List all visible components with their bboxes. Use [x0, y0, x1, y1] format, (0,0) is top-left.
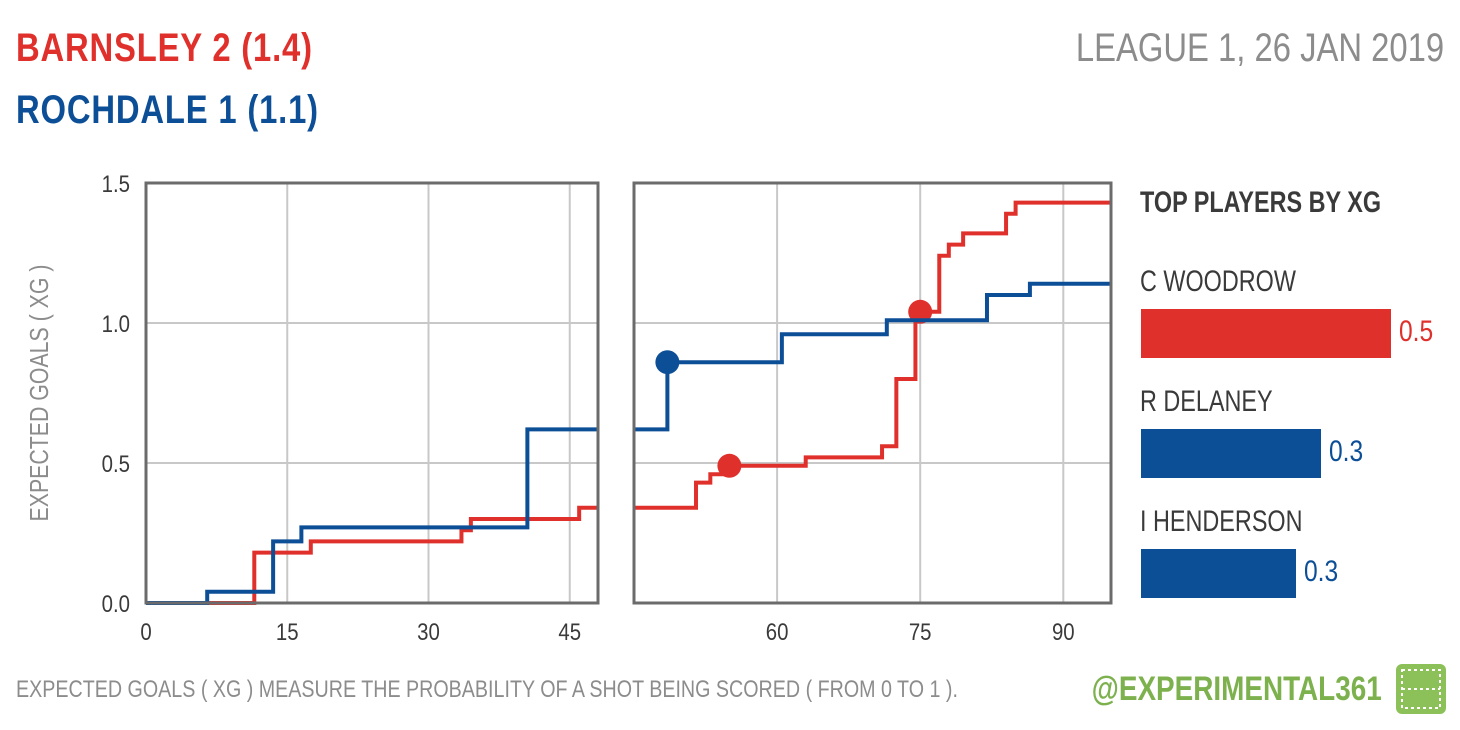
- player-xg-bar: [1141, 429, 1321, 478]
- player-name: I HENDERSON: [1140, 505, 1303, 538]
- x-tick-label: 90: [1052, 618, 1075, 645]
- player-xg-value: 0.5: [1399, 315, 1434, 348]
- goal-marker-barnsley: [717, 453, 742, 478]
- series-line-barnsley: [634, 200, 1111, 510]
- goal-marker-barnsley: [908, 299, 933, 324]
- series-line-rochdale: [146, 427, 598, 605]
- player-xg-value: 0.3: [1304, 555, 1339, 588]
- x-tick-label: 0: [140, 618, 151, 645]
- match-info: LEAGUE 1, 26 JAN 2019: [1075, 26, 1444, 70]
- x-tick-label: 60: [766, 618, 789, 645]
- pitch-logo-icon: [1396, 664, 1446, 714]
- x-tick-label: 30: [417, 618, 440, 645]
- y-tick-label: 1.0: [102, 310, 130, 337]
- series-line-rochdale: [634, 281, 1111, 432]
- player-name: C WOODROW: [1140, 265, 1296, 298]
- player-xg-bar: [1141, 549, 1296, 598]
- home-team-score: BARNSLEY 2 (1.4): [16, 26, 313, 70]
- top-players-title: TOP PLAYERS BY XG: [1140, 186, 1382, 219]
- goal-marker-rochdale: [655, 350, 680, 375]
- away-team-score: ROCHDALE 1 (1.1): [16, 88, 319, 132]
- x-tick-label: 45: [558, 618, 581, 645]
- footnote: EXPECTED GOALS ( XG ) MEASURE THE PROBAB…: [16, 676, 958, 703]
- y-tick-label: 0.5: [102, 450, 130, 477]
- plot-frame: [632, 181, 1113, 605]
- player-name: R DELANEY: [1140, 385, 1273, 418]
- y-tick-label: 0.0: [102, 590, 130, 617]
- y-axis-label: EXPECTED GOALS ( XG ): [25, 265, 55, 522]
- plot-frame: [144, 181, 600, 605]
- y-tick-label: 1.5: [102, 170, 130, 197]
- series-line-barnsley: [146, 505, 598, 605]
- xg-timeline-chart: 0 15 30 45 60 75 90 0.0 0.5 1.0 1.5 EXPECTED GOALS …: [25, 170, 1113, 645]
- x-tick-label: 75: [909, 618, 932, 645]
- x-tick-label: 15: [276, 618, 299, 645]
- player-xg-bar: [1141, 309, 1391, 358]
- twitter-handle[interactable]: @EXPERIMENTAL361: [1091, 670, 1382, 708]
- player-xg-value: 0.3: [1329, 435, 1364, 468]
